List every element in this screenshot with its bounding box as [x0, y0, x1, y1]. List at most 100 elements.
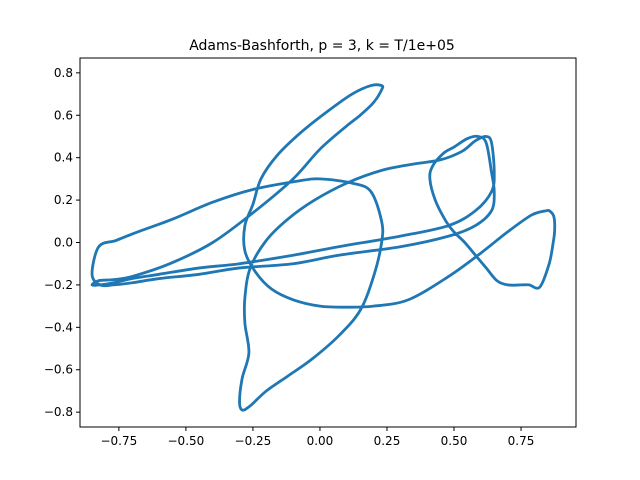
y-tick-label: 0.4	[54, 151, 73, 165]
data-point	[370, 191, 372, 193]
data-point	[381, 89, 383, 91]
data-point	[319, 148, 321, 150]
data-point	[91, 284, 93, 286]
y-tick-label: −0.8	[44, 405, 73, 419]
data-point	[490, 191, 493, 193]
data-point	[507, 284, 509, 286]
data-point	[372, 101, 375, 104]
x-tick-label: 0.50	[441, 434, 468, 448]
data-point	[485, 142, 487, 144]
data-point	[249, 405, 251, 407]
data-point	[265, 239, 267, 241]
data-point	[313, 199, 316, 201]
data-point	[480, 252, 482, 254]
data-point	[485, 135, 487, 138]
data-point	[493, 191, 495, 193]
data-point	[292, 178, 294, 180]
y-tick-label: 0.8	[54, 66, 73, 80]
data-point	[244, 322, 246, 324]
data-point	[351, 93, 353, 95]
x-tick-label: 0.25	[374, 434, 401, 448]
data-point	[474, 210, 477, 212]
data-point	[399, 235, 401, 237]
data-point	[448, 275, 450, 278]
chart-title: Adams-Bashforth, p = 3, k = T/1e+05	[189, 38, 455, 54]
data-point	[381, 241, 383, 244]
data-point	[445, 220, 447, 222]
y-axis: −0.8 −0.6 −0.4 −0.2 0.0 0.2 0.4 0.6 0.8	[44, 66, 80, 419]
data-point	[440, 159, 442, 161]
x-tick-label: 0.75	[508, 434, 535, 448]
x-tick-label: −0.75	[100, 434, 137, 448]
data-point	[212, 201, 214, 203]
data-point	[238, 400, 241, 403]
data-point	[238, 263, 241, 265]
data-point	[399, 246, 401, 248]
data-point	[413, 163, 415, 165]
y-tick-label: 0.2	[54, 193, 73, 207]
data-point	[276, 154, 278, 157]
data-point	[548, 210, 550, 212]
data-point	[137, 231, 139, 233]
data-point	[287, 218, 289, 220]
data-point	[381, 220, 383, 222]
data-point	[548, 263, 550, 265]
data-point	[507, 231, 509, 233]
data-point	[112, 279, 115, 281]
data-point	[448, 235, 450, 237]
data-point	[292, 254, 294, 256]
data-point	[372, 275, 375, 278]
data-point	[244, 224, 246, 227]
data-point	[292, 263, 294, 265]
data-point	[372, 305, 375, 307]
y-tick-label: −0.6	[44, 363, 73, 377]
data-point	[539, 286, 541, 288]
data-point	[112, 282, 115, 284]
data-point	[241, 377, 243, 379]
data-point	[287, 375, 289, 377]
data-point	[351, 182, 353, 184]
data-point	[327, 110, 329, 112]
data-point	[338, 246, 340, 248]
data-point	[115, 239, 117, 241]
data-point	[477, 135, 479, 138]
data-point	[490, 171, 493, 174]
data-point	[448, 224, 450, 227]
data-point	[198, 273, 200, 275]
data-point	[171, 218, 174, 220]
data-point	[346, 125, 348, 127]
data-point	[338, 335, 340, 337]
data-point	[528, 284, 530, 286]
data-point	[474, 224, 477, 227]
data-point	[453, 231, 455, 233]
data-point	[552, 241, 554, 244]
data-point	[346, 306, 348, 308]
data-point	[474, 140, 477, 142]
data-point	[553, 231, 556, 233]
data-point	[98, 246, 100, 248]
data-point	[531, 214, 533, 216]
data-point	[429, 178, 431, 180]
data-point	[244, 297, 246, 299]
data-point	[255, 271, 257, 273]
data-point	[300, 131, 302, 133]
data-point	[238, 267, 241, 269]
data-point	[131, 282, 133, 284]
data-point	[158, 277, 160, 280]
data-point	[297, 180, 300, 182]
data-point	[520, 284, 522, 286]
data-point	[464, 241, 466, 244]
data-point	[265, 390, 267, 392]
data-point	[158, 273, 160, 275]
y-tick-label: −0.4	[44, 320, 73, 334]
data-point	[212, 241, 214, 244]
data-point	[453, 146, 455, 148]
data-point	[241, 409, 243, 411]
data-point	[346, 182, 348, 184]
data-point	[319, 305, 321, 307]
data-point	[255, 210, 257, 212]
data-point	[198, 267, 200, 269]
data-point	[169, 263, 171, 265]
data-point	[338, 254, 340, 256]
